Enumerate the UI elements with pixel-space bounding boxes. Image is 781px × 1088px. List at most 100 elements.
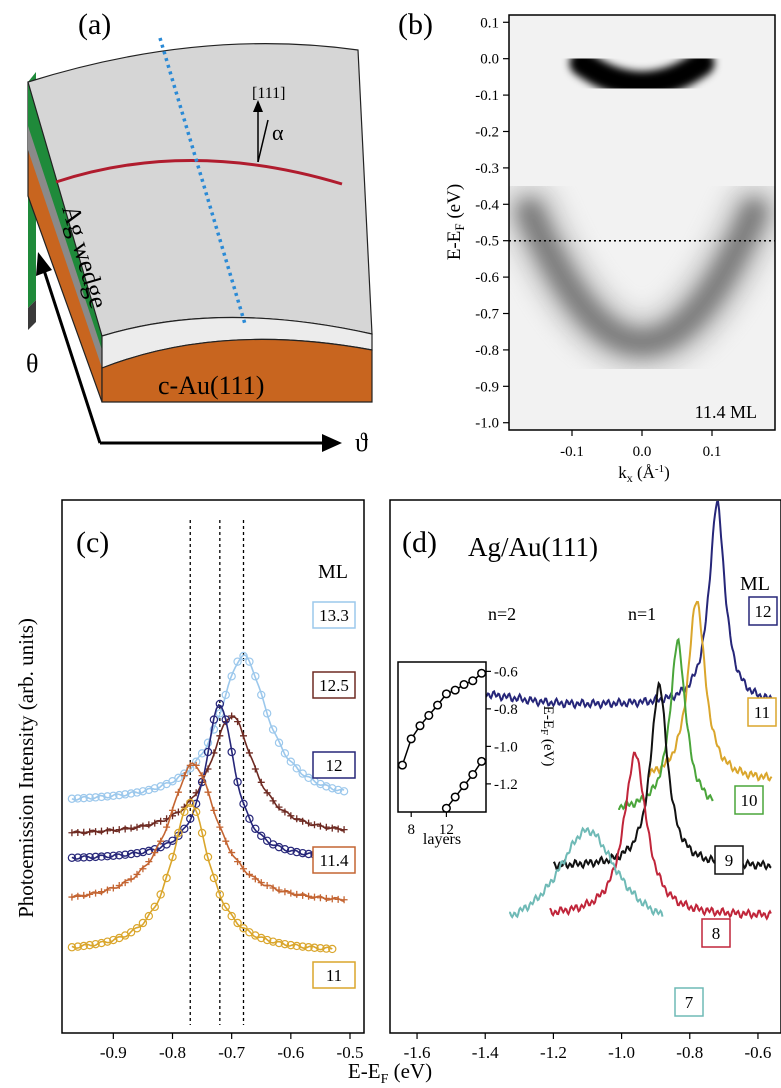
c-marker xyxy=(74,829,82,837)
b-x-ticks: -0.1 0.0 0.1 xyxy=(560,430,721,460)
inset-point xyxy=(468,676,478,686)
c-marker xyxy=(151,819,159,827)
c-frame xyxy=(61,499,365,1034)
inset-series-0 xyxy=(397,668,487,770)
c-marker xyxy=(92,828,100,836)
n1-label: n=1 xyxy=(628,604,656,624)
c-marker xyxy=(221,902,230,912)
c-marker xyxy=(180,824,189,834)
c-marker xyxy=(67,943,77,952)
c-marker xyxy=(109,851,118,860)
c-marker xyxy=(139,822,147,830)
c-marker xyxy=(120,790,130,799)
c-marker xyxy=(322,944,331,953)
d-xtick-label: -0.8 xyxy=(676,1043,703,1062)
c-marker xyxy=(268,725,278,734)
inset-point xyxy=(397,760,407,770)
c-xtick-label: -0.5 xyxy=(337,1043,364,1062)
c-legend-label: 11.4 xyxy=(319,851,349,870)
d-legend-box xyxy=(674,987,704,1017)
c-marker xyxy=(227,672,236,681)
inset-point xyxy=(477,756,487,766)
c-marker xyxy=(245,814,254,823)
arpes-bands xyxy=(509,50,775,378)
d-legend-box xyxy=(701,918,731,948)
c-series-11: 11 xyxy=(67,798,356,989)
c-marker xyxy=(197,749,207,758)
d-legend-label: 9 xyxy=(725,851,734,870)
c-marker xyxy=(126,849,136,859)
c-marker xyxy=(85,940,94,950)
d-frame xyxy=(389,499,781,1034)
d-xtick-label: -1.2 xyxy=(540,1043,567,1062)
b-ytick-label: -0.3 xyxy=(475,161,499,177)
inset-ytick-label: -0.6 xyxy=(494,664,518,680)
c-marker xyxy=(251,765,259,773)
c-marker xyxy=(68,829,76,837)
c-marker xyxy=(73,942,83,951)
b-ytick-label: -0.6 xyxy=(475,270,499,286)
c-marker xyxy=(197,828,207,838)
c-marker xyxy=(216,732,224,740)
b-xtick-label: -0.1 xyxy=(560,444,584,460)
c-marker xyxy=(298,942,307,951)
c-legend-box xyxy=(312,671,356,699)
c-marker xyxy=(340,896,348,904)
c-xtick-label: -0.9 xyxy=(100,1043,127,1062)
d-line xyxy=(508,826,664,919)
c-legend-label: 12.5 xyxy=(319,676,349,695)
c-legend-box xyxy=(312,846,356,874)
c-marker xyxy=(274,842,284,852)
d-series-10: 10 xyxy=(618,637,764,815)
c-marker xyxy=(298,848,307,858)
c-marker xyxy=(251,672,260,681)
c-marker xyxy=(281,888,289,896)
c-marker xyxy=(234,858,242,866)
inset-ytick-label: -0.8 xyxy=(494,702,518,718)
c-legend-title: ML xyxy=(318,561,348,583)
shared-xlabel: E-EF (eV) xyxy=(348,1059,432,1087)
c-marker xyxy=(92,889,100,897)
c-marker xyxy=(322,823,330,831)
theta-arrowhead xyxy=(36,252,52,276)
c-marker xyxy=(263,789,271,797)
c-marker xyxy=(216,823,224,831)
b-xtick-label: 0.1 xyxy=(703,444,722,460)
d-legend-label: 11 xyxy=(754,703,770,722)
c-marker xyxy=(292,941,301,951)
c-marker xyxy=(144,785,154,795)
c-marker xyxy=(263,882,271,890)
c-marker xyxy=(91,793,100,802)
c-marker xyxy=(174,828,183,838)
inset-point xyxy=(406,734,416,744)
c-marker xyxy=(186,797,194,805)
panel-a: (a) [111] α Ag wedge c-Au(111) θ ϑ xyxy=(26,8,373,457)
b-ytick-label: -0.8 xyxy=(475,343,499,359)
c-marker xyxy=(162,873,171,883)
c-marker xyxy=(209,715,219,724)
c-x-ticks: -0.9 -0.8 -0.7 -0.6 -0.5 xyxy=(100,1033,364,1062)
d-xtick-label: -1.6 xyxy=(404,1043,431,1062)
c-marker xyxy=(162,840,171,849)
panel-b: (b) 0.1 0.0 -0.1 -0.2 -0.3 -0.4 -0.5 -0.6 -0.7 -0… xyxy=(398,8,776,485)
d-title: Ag/Au(111) xyxy=(468,532,598,562)
c-marker xyxy=(115,826,123,834)
b-ytick-label: 0.1 xyxy=(480,15,499,31)
n2-label: n=2 xyxy=(488,604,516,624)
c-series: 13.3 12.5 12 11.4 11 xyxy=(67,601,356,989)
c-marker xyxy=(262,709,272,718)
c-marker xyxy=(85,793,94,802)
c-marker xyxy=(233,918,242,928)
alpha-line xyxy=(257,119,269,163)
c-marker xyxy=(67,853,77,862)
c-marker xyxy=(221,690,230,700)
d-xtick-label: -0.6 xyxy=(744,1043,771,1062)
c-marker xyxy=(215,699,225,709)
c-legend-label: 12 xyxy=(326,756,343,775)
inset-series-1 xyxy=(441,756,487,813)
c-legend-box xyxy=(312,961,356,989)
c-marker xyxy=(156,890,165,899)
c-marker xyxy=(191,799,201,809)
c-marker xyxy=(268,937,278,946)
